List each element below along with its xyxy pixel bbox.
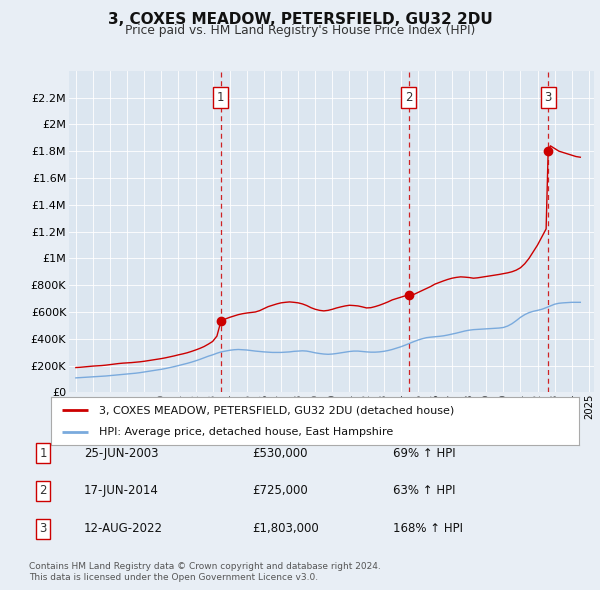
Text: Price paid vs. HM Land Registry's House Price Index (HPI): Price paid vs. HM Land Registry's House … [125,24,475,37]
Text: 63% ↑ HPI: 63% ↑ HPI [393,484,455,497]
Text: 17-JUN-2014: 17-JUN-2014 [84,484,159,497]
Text: 168% ↑ HPI: 168% ↑ HPI [393,522,463,535]
Text: 3: 3 [40,522,47,535]
Text: This data is licensed under the Open Government Licence v3.0.: This data is licensed under the Open Gov… [29,573,318,582]
Text: 69% ↑ HPI: 69% ↑ HPI [393,447,455,460]
Text: 1: 1 [217,91,224,104]
Text: 3: 3 [544,91,552,104]
Text: HPI: Average price, detached house, East Hampshire: HPI: Average price, detached house, East… [98,427,393,437]
Text: 3, COXES MEADOW, PETERSFIELD, GU32 2DU (detached house): 3, COXES MEADOW, PETERSFIELD, GU32 2DU (… [98,405,454,415]
Text: 3, COXES MEADOW, PETERSFIELD, GU32 2DU: 3, COXES MEADOW, PETERSFIELD, GU32 2DU [107,12,493,27]
Text: 2: 2 [405,91,412,104]
Text: £1,803,000: £1,803,000 [252,522,319,535]
Text: £725,000: £725,000 [252,484,308,497]
Text: £530,000: £530,000 [252,447,308,460]
Text: 12-AUG-2022: 12-AUG-2022 [84,522,163,535]
Text: Contains HM Land Registry data © Crown copyright and database right 2024.: Contains HM Land Registry data © Crown c… [29,562,380,571]
Text: 2: 2 [40,484,47,497]
Text: 25-JUN-2003: 25-JUN-2003 [84,447,158,460]
Text: 1: 1 [40,447,47,460]
